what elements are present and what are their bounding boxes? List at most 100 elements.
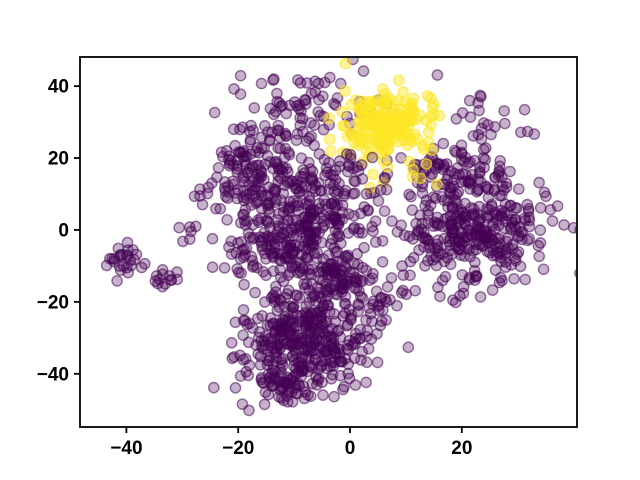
data-point [379, 172, 391, 185]
series-class-purple-overlay [296, 148, 393, 216]
data-point [444, 218, 456, 231]
data-point [265, 332, 277, 345]
data-point [301, 77, 313, 89]
data-point [353, 285, 365, 297]
data-point [297, 263, 309, 276]
data-point [276, 380, 288, 393]
data-point [296, 170, 309, 183]
data-point [574, 225, 576, 234]
data-point [523, 214, 536, 227]
data-point [288, 354, 301, 367]
data-point [300, 300, 312, 313]
data-point [235, 235, 248, 248]
data-point [238, 175, 251, 188]
data-point [420, 232, 433, 244]
data-point [361, 356, 373, 369]
data-point [333, 155, 346, 167]
y-axis-ticks: −40 −20 0 20 40 [37, 77, 80, 385]
data-point [284, 239, 297, 251]
data-point [374, 319, 387, 332]
data-point [459, 197, 471, 210]
data-point [366, 151, 379, 164]
data-point [325, 145, 337, 157]
data-point [317, 274, 329, 287]
data-point [445, 165, 457, 178]
data-point [405, 190, 417, 203]
data-point [304, 390, 317, 403]
data-point [281, 395, 294, 408]
data-point [300, 251, 313, 264]
data-point [398, 229, 411, 242]
data-point [339, 85, 351, 97]
data-point [339, 58, 352, 70]
data-point [379, 293, 392, 305]
data-point [481, 119, 494, 131]
y-tick-label: 20 [48, 149, 69, 170]
data-point [237, 146, 250, 159]
series-class-purple [100, 58, 576, 417]
data-point [271, 87, 283, 100]
data-point [519, 273, 532, 286]
data-point [337, 277, 350, 290]
data-point [446, 202, 459, 215]
data-point [342, 208, 355, 220]
data-point [342, 249, 354, 262]
data-point [360, 264, 373, 277]
data-point [293, 99, 306, 111]
data-point [275, 318, 288, 330]
data-point [318, 327, 331, 340]
data-point [293, 185, 306, 198]
data-point [533, 176, 545, 189]
data-point [312, 106, 325, 118]
data-point [315, 262, 328, 274]
data-point [364, 181, 377, 194]
data-point [260, 269, 272, 282]
data-point [298, 219, 311, 232]
data-point [237, 304, 250, 316]
data-point [558, 219, 570, 231]
data-point [391, 106, 404, 119]
data-point [238, 194, 250, 207]
data-point [455, 147, 468, 160]
data-point [485, 128, 497, 141]
data-point [290, 320, 303, 333]
y-tick-label: −40 [37, 364, 69, 385]
data-point [449, 296, 462, 309]
data-point [498, 105, 511, 117]
data-point [367, 225, 379, 237]
data-point [437, 137, 450, 150]
y-tick-label: −20 [37, 292, 69, 313]
data-point [414, 209, 426, 222]
data-point [250, 197, 262, 209]
data-point [474, 291, 487, 303]
data-point [379, 88, 392, 100]
data-point [382, 132, 395, 145]
data-point [427, 191, 440, 203]
scatter-points-layer [100, 58, 576, 417]
data-point [355, 159, 368, 171]
data-point [365, 333, 378, 345]
data-point [262, 203, 275, 215]
data-point [533, 250, 546, 263]
data-point [537, 263, 550, 276]
plot-frame [79, 56, 578, 428]
data-point [508, 272, 520, 285]
data-point [350, 276, 363, 289]
data-point [298, 278, 310, 290]
series-class-yellow [323, 58, 446, 194]
data-point [402, 341, 415, 354]
y-tick-label: 40 [48, 77, 69, 98]
data-point [363, 138, 376, 150]
data-point [238, 155, 251, 168]
data-point [404, 255, 417, 268]
data-point [420, 194, 433, 207]
data-point [279, 337, 292, 350]
data-point [404, 269, 416, 282]
data-point [411, 113, 423, 126]
data-point [450, 113, 463, 125]
data-point [291, 290, 304, 302]
data-point [362, 342, 375, 355]
data-point [421, 90, 434, 102]
